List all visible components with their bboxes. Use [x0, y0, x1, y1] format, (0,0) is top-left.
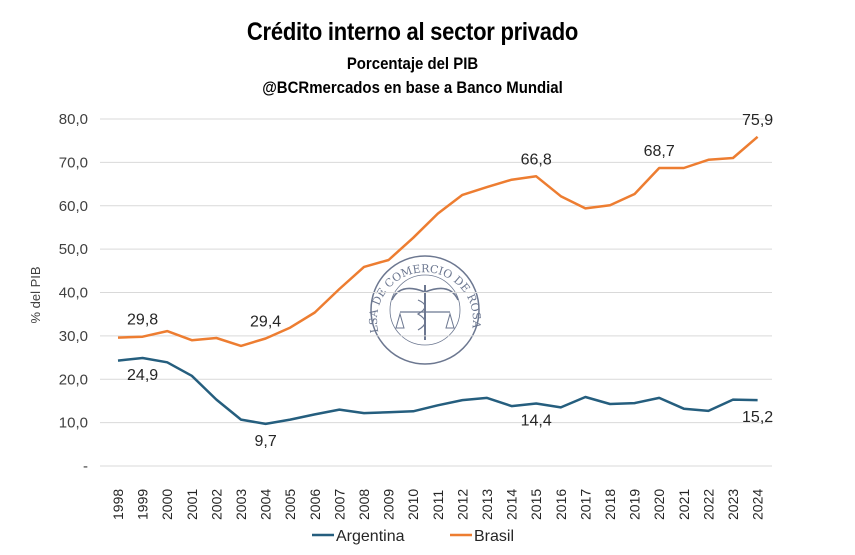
wings-icon [391, 287, 459, 301]
y-tick-label: 80,0 [59, 111, 88, 128]
data-label: 14,4 [521, 413, 552, 430]
y-tick-label: 30,0 [59, 328, 88, 345]
y-tick-label: 20,0 [59, 371, 88, 388]
series-line-brasil [117, 135, 759, 348]
data-label: 75,9 [742, 112, 773, 129]
x-tick-label: 2015 [528, 489, 544, 520]
x-tick-label: 2008 [356, 489, 372, 520]
x-tick-label: 2001 [184, 489, 200, 520]
x-tick-label: 2000 [159, 489, 175, 520]
chart-source: @BCRmercados en base a Banco Mundial [262, 78, 563, 97]
x-tick-label: 2020 [651, 489, 667, 520]
legend-label-brasil: Brasil [474, 528, 514, 545]
x-tick-label: 2018 [602, 489, 618, 520]
x-tick-label: 2023 [725, 489, 741, 520]
chart-subtitle: Porcentaje del PIB [346, 54, 479, 73]
x-tick-label: 2012 [454, 489, 470, 520]
data-label: 15,2 [742, 409, 773, 426]
x-tick-label: 2016 [553, 489, 569, 520]
legend-label-argentina: Argentina [336, 528, 405, 545]
y-tick-label: 50,0 [59, 241, 88, 258]
x-tick-label: 1998 [110, 489, 126, 520]
x-tick-label: 2003 [233, 489, 249, 520]
chart-title: Crédito interno al sector privado [246, 18, 579, 46]
y-tick-label: 40,0 [59, 285, 88, 302]
x-tick-label: 2014 [504, 489, 520, 520]
x-tick-label: 2010 [405, 489, 421, 520]
y-axis-label: % del PIB [28, 266, 43, 323]
x-tick-label: 2011 [430, 490, 446, 520]
y-tick-label: - [83, 458, 88, 475]
bcr-seal-watermark: BOLSA DE COMERCIO DE ROSARIO [0, 0, 483, 365]
y-tick-label: 60,0 [59, 198, 88, 215]
x-tick-label: 2006 [307, 489, 323, 520]
x-tick-label: 2007 [331, 489, 347, 520]
x-tick-label: 2004 [258, 489, 274, 520]
seal-inner-ring [389, 274, 461, 346]
data-label: 24,9 [127, 367, 158, 384]
x-tick-label: 2019 [627, 489, 643, 520]
x-tick-label: 2002 [208, 489, 224, 520]
x-tick-label: 2013 [479, 489, 495, 520]
data-label: 29,8 [127, 312, 158, 329]
x-tick-label: 2017 [577, 489, 593, 520]
x-tick-label: 2021 [676, 489, 692, 520]
y-tick-label: 70,0 [59, 154, 88, 171]
data-label: 29,4 [250, 313, 281, 330]
series-line-argentina [117, 356, 758, 426]
seal-outer-ring [370, 255, 480, 365]
scale-pans-icon [395, 312, 455, 329]
data-label: 66,8 [521, 151, 552, 168]
x-tick-label: 2009 [381, 489, 397, 520]
y-tick-label: 10,0 [59, 415, 88, 432]
x-tick-label: 2005 [282, 489, 298, 520]
data-label: 9,7 [254, 433, 276, 450]
data-label: 68,7 [644, 143, 675, 160]
serpent-icon [416, 299, 426, 331]
x-tick-label: 2024 [750, 489, 766, 520]
x-tick-label: 1999 [135, 489, 151, 520]
x-tick-label: 2022 [700, 489, 716, 520]
